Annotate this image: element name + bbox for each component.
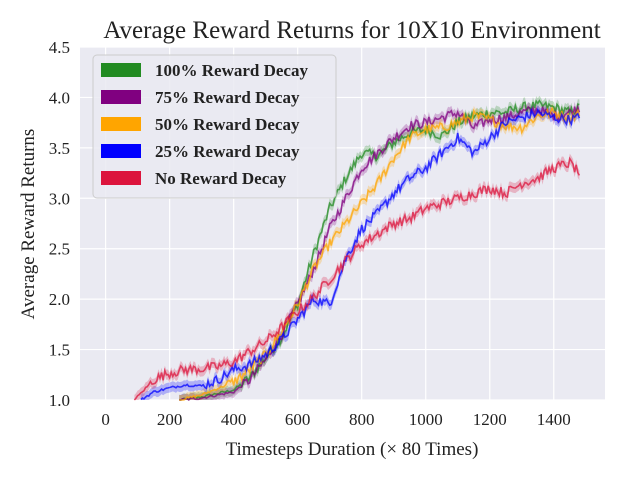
series-line xyxy=(133,156,581,401)
legend-swatch xyxy=(101,117,141,131)
legend-label: 75% Reward Decay xyxy=(155,88,300,107)
x-tick-label: 1000 xyxy=(409,410,443,429)
y-tick-label: 3.5 xyxy=(49,139,70,158)
legend-box xyxy=(92,54,337,199)
y-tick-label: 3.0 xyxy=(49,189,70,208)
legend-swatch xyxy=(101,90,141,104)
y-tick-label: 2.5 xyxy=(49,240,70,259)
legend-swatch xyxy=(101,144,141,158)
x-tick-label: 1400 xyxy=(537,410,571,429)
series-line xyxy=(140,107,581,401)
legend-label: No Reward Decay xyxy=(155,169,287,188)
series-line xyxy=(179,99,580,401)
y-tick-label: 1.5 xyxy=(49,341,70,360)
y-tick-label: 4.0 xyxy=(49,88,70,107)
x-tick-label: 1200 xyxy=(473,410,507,429)
chart-title: Average Reward Returns for 10X10 Environ… xyxy=(103,17,600,44)
series-lines xyxy=(133,99,581,401)
y-tick-label: 1.0 xyxy=(49,391,70,410)
legend-swatch xyxy=(101,171,141,185)
legend-label: 25% Reward Decay xyxy=(155,142,300,161)
y-tick-label: 4.5 xyxy=(49,38,70,57)
y-tick-label: 2.0 xyxy=(49,290,70,309)
x-tick-label: 0 xyxy=(101,410,110,429)
x-tick-label: 200 xyxy=(157,410,183,429)
x-tick-label: 800 xyxy=(349,410,375,429)
y-axis-label: Average Reward Returns xyxy=(18,129,39,320)
series-band xyxy=(179,95,580,400)
legend-swatch xyxy=(101,63,141,77)
series-band xyxy=(134,153,580,400)
y-tick-labels: 1.0 1.5 2.0 2.5 3.0 3.5 4.0 4.5 xyxy=(49,38,70,410)
legend: 100% Reward Decay 75% Reward Decay 50% Rew… xyxy=(92,54,337,199)
legend-label: 50% Reward Decay xyxy=(155,115,300,134)
confidence-bands xyxy=(134,95,580,401)
x-tick-labels: 0 200 400 600 800 1000 1200 1400 xyxy=(101,410,570,429)
x-tick-label: 600 xyxy=(285,410,311,429)
x-axis-label: Timesteps Duration (× 80 Times) xyxy=(226,439,479,460)
legend-label: 100% Reward Decay xyxy=(155,61,308,80)
x-tick-label: 400 xyxy=(221,410,247,429)
series-line xyxy=(179,104,581,401)
